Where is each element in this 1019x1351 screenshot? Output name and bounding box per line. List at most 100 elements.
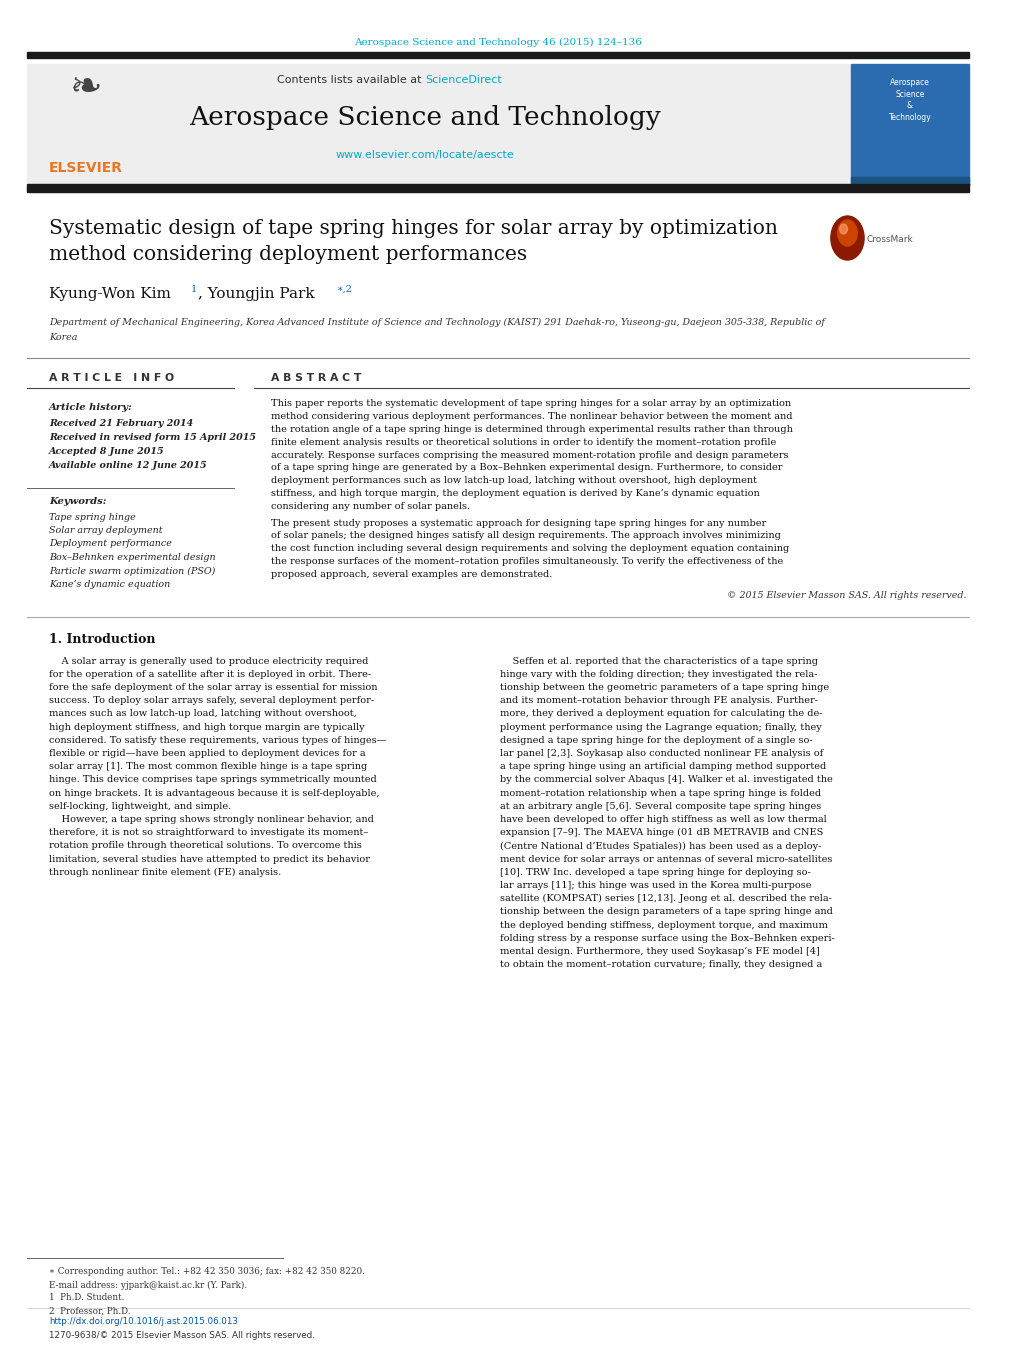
Text: at an arbitrary angle [5,6]. Several composite tape spring hinges: at an arbitrary angle [5,6]. Several com… xyxy=(499,802,820,811)
Text: rotation profile through theoretical solutions. To overcome this: rotation profile through theoretical sol… xyxy=(49,842,361,851)
Text: ScienceDirect: ScienceDirect xyxy=(425,76,502,85)
Text: by the commercial solver Abaqus [4]. Walker et al. investigated the: by the commercial solver Abaqus [4]. Wal… xyxy=(499,775,832,785)
Text: high deployment stiffness, and high torque margin are typically: high deployment stiffness, and high torq… xyxy=(49,723,364,732)
Text: Department of Mechanical Engineering, Korea Advanced Institute of Science and Te: Department of Mechanical Engineering, Ko… xyxy=(49,317,824,327)
Text: proposed approach, several examples are demonstrated.: proposed approach, several examples are … xyxy=(271,570,552,578)
Text: The present study proposes a systematic approach for designing tape spring hinge: The present study proposes a systematic … xyxy=(271,519,766,528)
Text: tionship between the design parameters of a tape spring hinge and: tionship between the design parameters o… xyxy=(499,908,832,916)
Text: Systematic design of tape spring hinges for solar array by optimization: Systematic design of tape spring hinges … xyxy=(49,219,776,238)
Text: Accepted 8 June 2015: Accepted 8 June 2015 xyxy=(49,447,164,457)
Text: Tape spring hinge: Tape spring hinge xyxy=(49,512,136,521)
Text: www.elsevier.com/locate/aescte: www.elsevier.com/locate/aescte xyxy=(335,150,514,159)
Text: moment–rotation relationship when a tape spring hinge is folded: moment–rotation relationship when a tape… xyxy=(499,789,820,797)
Text: finite element analysis results or theoretical solutions in order to identify th: finite element analysis results or theor… xyxy=(271,438,775,447)
Text: considered. To satisfy these requirements, various types of hinges—: considered. To satisfy these requirement… xyxy=(49,736,386,744)
Text: mental design. Furthermore, they used Soykasap’s FE model [4]: mental design. Furthermore, they used So… xyxy=(499,947,819,957)
Text: , Youngjin Park: , Youngjin Park xyxy=(198,286,315,301)
Text: the rotation angle of a tape spring hinge is determined through experimental res: the rotation angle of a tape spring hing… xyxy=(271,426,793,434)
Text: This paper reports the systematic development of tape spring hinges for a solar : This paper reports the systematic develo… xyxy=(271,400,791,408)
Text: 2  Professor, Ph.D.: 2 Professor, Ph.D. xyxy=(49,1306,130,1316)
Text: and its moment–rotation behavior through FE analysis. Further-: and its moment–rotation behavior through… xyxy=(499,696,817,705)
Text: E-mail address: yjpark@kaist.ac.kr (Y. Park).: E-mail address: yjpark@kaist.ac.kr (Y. P… xyxy=(49,1281,247,1290)
Text: a tape spring hinge using an artificial damping method supported: a tape spring hinge using an artificial … xyxy=(499,762,825,771)
Text: more, they derived a deployment equation for calculating the de-: more, they derived a deployment equation… xyxy=(499,709,821,719)
Text: 1270-9638/© 2015 Elsevier Masson SAS. All rights reserved.: 1270-9638/© 2015 Elsevier Masson SAS. Al… xyxy=(49,1332,315,1340)
Bar xyxy=(851,177,968,185)
Text: 1  Ph.D. Student.: 1 Ph.D. Student. xyxy=(49,1293,124,1302)
Text: ployment performance using the Lagrange equation; finally, they: ployment performance using the Lagrange … xyxy=(499,723,821,732)
Text: fore the safe deployment of the solar array is essential for mission: fore the safe deployment of the solar ar… xyxy=(49,684,377,692)
Text: success. To deploy solar arrays safely, several deployment perfor-: success. To deploy solar arrays safely, … xyxy=(49,696,374,705)
Text: Received in revised form 15 April 2015: Received in revised form 15 April 2015 xyxy=(49,434,256,443)
Text: However, a tape spring shows strongly nonlinear behavior, and: However, a tape spring shows strongly no… xyxy=(49,815,373,824)
Text: method considering various deployment performances. The nonlinear behavior betwe: method considering various deployment pe… xyxy=(271,412,792,422)
Text: of a tape spring hinge are generated by a Box–Behnken experimental design. Furth: of a tape spring hinge are generated by … xyxy=(271,463,783,473)
Text: expansion [7–9]. The MAEVA hinge (01 dB METRAVIB and CNES: expansion [7–9]. The MAEVA hinge (01 dB … xyxy=(499,828,822,838)
Text: A B S T R A C T: A B S T R A C T xyxy=(271,373,362,382)
Text: the response surfaces of the moment–rotation profiles simultaneously. To verify : the response surfaces of the moment–rota… xyxy=(271,557,783,566)
Text: deployment performances such as low latch-up load, latching without overshoot, h: deployment performances such as low latc… xyxy=(271,477,757,485)
Text: tionship between the geometric parameters of a tape spring hinge: tionship between the geometric parameter… xyxy=(499,684,828,692)
Text: (Centre National d’Etudes Spatiales)) has been used as a deploy-: (Centre National d’Etudes Spatiales)) ha… xyxy=(499,842,820,851)
Bar xyxy=(28,51,968,58)
Text: stiffness, and high torque margin, the deployment equation is derived by Kane’s : stiffness, and high torque margin, the d… xyxy=(271,489,759,499)
Text: designed a tape spring hinge for the deployment of a single so-: designed a tape spring hinge for the dep… xyxy=(499,736,812,744)
Text: Particle swarm optimization (PSO): Particle swarm optimization (PSO) xyxy=(49,566,215,576)
Text: Kane’s dynamic equation: Kane’s dynamic equation xyxy=(49,580,170,589)
Text: Seffen et al. reported that the characteristics of a tape spring: Seffen et al. reported that the characte… xyxy=(499,657,817,666)
Text: hinge. This device comprises tape springs symmetrically mounted: hinge. This device comprises tape spring… xyxy=(49,775,376,785)
Text: limitation, several studies have attempted to predict its behavior: limitation, several studies have attempt… xyxy=(49,855,370,863)
Text: solar array [1]. The most common flexible hinge is a tape spring: solar array [1]. The most common flexibl… xyxy=(49,762,367,771)
Text: 1: 1 xyxy=(191,285,197,293)
Text: Kyung-Won Kim: Kyung-Won Kim xyxy=(49,286,170,301)
Text: satellite (KOMPSAT) series [12,13]. Jeong et al. described the rela-: satellite (KOMPSAT) series [12,13]. Jeon… xyxy=(499,894,830,904)
Text: the cost function including several design requirements and solving the deployme: the cost function including several desi… xyxy=(271,544,789,554)
Text: mances such as low latch-up load, latching without overshoot,: mances such as low latch-up load, latchi… xyxy=(49,709,357,719)
Text: Korea: Korea xyxy=(49,332,77,342)
Text: 1. Introduction: 1. Introduction xyxy=(49,632,155,646)
Text: to obtain the moment–rotation curvature; finally, they designed a: to obtain the moment–rotation curvature;… xyxy=(499,961,821,969)
Text: Box–Behnken experimental design: Box–Behnken experimental design xyxy=(49,553,215,562)
Text: Aerospace Science and Technology 46 (2015) 124–136: Aerospace Science and Technology 46 (201… xyxy=(354,38,641,46)
Text: hinge vary with the folding direction; they investigated the rela-: hinge vary with the folding direction; t… xyxy=(499,670,816,680)
Bar xyxy=(28,63,851,185)
Text: Aerospace
Science
&
Technology: Aerospace Science & Technology xyxy=(888,78,930,122)
Text: for the operation of a satellite after it is deployed in orbit. There-: for the operation of a satellite after i… xyxy=(49,670,371,680)
Text: http://dx.doi.org/10.1016/j.ast.2015.06.013: http://dx.doi.org/10.1016/j.ast.2015.06.… xyxy=(49,1316,237,1325)
Text: Article history:: Article history: xyxy=(49,404,132,412)
Text: therefore, it is not so straightforward to investigate its moment–: therefore, it is not so straightforward … xyxy=(49,828,368,838)
Text: [10]. TRW Inc. developed a tape spring hinge for deploying so-: [10]. TRW Inc. developed a tape spring h… xyxy=(499,867,810,877)
Text: Aerospace Science and Technology: Aerospace Science and Technology xyxy=(189,105,660,131)
Bar xyxy=(28,184,968,192)
Text: CrossMark: CrossMark xyxy=(866,235,913,245)
Text: Available online 12 June 2015: Available online 12 June 2015 xyxy=(49,462,207,470)
Text: self-locking, lightweight, and simple.: self-locking, lightweight, and simple. xyxy=(49,802,231,811)
Text: accurately. Response surfaces comprising the measured moment-rotation profile an: accurately. Response surfaces comprising… xyxy=(271,451,788,459)
Text: considering any number of solar panels.: considering any number of solar panels. xyxy=(271,503,470,511)
Ellipse shape xyxy=(839,224,847,234)
Text: Keywords:: Keywords: xyxy=(49,497,106,507)
Text: ❧: ❧ xyxy=(69,69,102,107)
Text: folding stress by a response surface using the Box–Behnken experi-: folding stress by a response surface usi… xyxy=(499,934,834,943)
Bar xyxy=(851,63,968,185)
Text: ∗ Corresponding author. Tel.: +82 42 350 3036; fax: +82 42 350 8220.: ∗ Corresponding author. Tel.: +82 42 350… xyxy=(49,1267,365,1277)
Text: through nonlinear finite element (FE) analysis.: through nonlinear finite element (FE) an… xyxy=(49,867,281,877)
Ellipse shape xyxy=(837,220,856,246)
Text: method considering deployment performances: method considering deployment performanc… xyxy=(49,245,527,263)
Text: Received 21 February 2014: Received 21 February 2014 xyxy=(49,420,193,428)
Text: the deployed bending stiffness, deployment torque, and maximum: the deployed bending stiffness, deployme… xyxy=(499,920,827,929)
Text: lar panel [2,3]. Soykasap also conducted nonlinear FE analysis of: lar panel [2,3]. Soykasap also conducted… xyxy=(499,748,822,758)
Text: have been developed to offer high stiffness as well as low thermal: have been developed to offer high stiffn… xyxy=(499,815,825,824)
Text: © 2015 Elsevier Masson SAS. All rights reserved.: © 2015 Elsevier Masson SAS. All rights r… xyxy=(727,590,966,600)
Text: lar arrays [11]; this hinge was used in the Korea multi-purpose: lar arrays [11]; this hinge was used in … xyxy=(499,881,810,890)
Text: ∗,2: ∗,2 xyxy=(336,285,353,293)
Text: ELSEVIER: ELSEVIER xyxy=(49,161,123,176)
Text: ment device for solar arrays or antennas of several micro-satellites: ment device for solar arrays or antennas… xyxy=(499,855,832,863)
Text: Contents lists available at: Contents lists available at xyxy=(276,76,424,85)
Text: on hinge brackets. It is advantageous because it is self-deployable,: on hinge brackets. It is advantageous be… xyxy=(49,789,379,797)
Text: A R T I C L E   I N F O: A R T I C L E I N F O xyxy=(49,373,174,382)
Text: flexible or rigid—have been applied to deployment devices for a: flexible or rigid—have been applied to d… xyxy=(49,748,365,758)
Ellipse shape xyxy=(830,216,863,259)
Text: Deployment performance: Deployment performance xyxy=(49,539,171,549)
Text: Solar array deployment: Solar array deployment xyxy=(49,526,162,535)
